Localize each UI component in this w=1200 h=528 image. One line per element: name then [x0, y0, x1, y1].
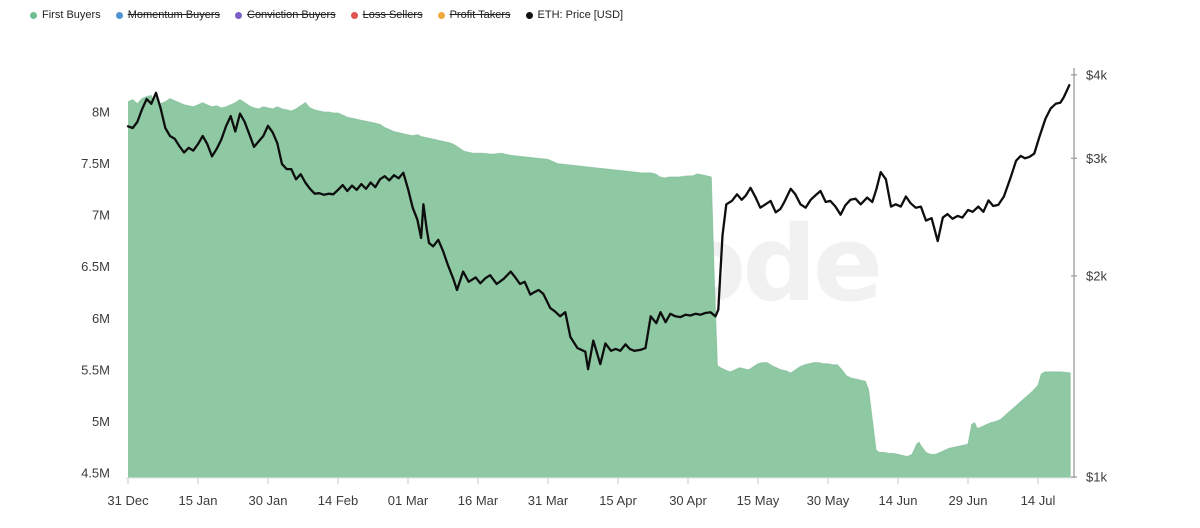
x-tick-label: 14 Feb: [318, 493, 358, 508]
x-tick-label: 15 Jan: [178, 493, 217, 508]
y-right-tick-label: $4k: [1086, 67, 1107, 82]
legend-dot-profit-takers: [437, 11, 445, 19]
legend-dot-eth-price-usd: [525, 11, 533, 19]
legend-item-profit-takers[interactable]: Profit Takers: [437, 8, 511, 22]
x-tick-label: 31 Mar: [528, 493, 569, 508]
legend-label: ETH: Price [USD]: [537, 9, 624, 21]
x-tick-label: 14 Jun: [878, 493, 917, 508]
y-left-tick-label: 7M: [92, 208, 110, 223]
legend-label: Momentum Buyers: [127, 9, 220, 21]
y-left-tick-label: 7.5M: [81, 156, 110, 171]
y-left-tick-label: 5M: [92, 414, 110, 429]
legend-item-conviction-buyers[interactable]: Conviction Buyers: [235, 8, 336, 22]
y-right-tick-label: $1k: [1086, 470, 1107, 485]
y-left-tick-label: 4.5M: [81, 466, 110, 481]
eth-price-line: [126, 84, 1071, 371]
legend-dot-first-buyers: [30, 11, 37, 19]
y-left-tick-label: 6M: [92, 311, 110, 326]
y-left-tick-label: 6.5M: [81, 259, 110, 274]
x-tick-label: 30 May: [807, 493, 850, 508]
legend-item-loss-sellers[interactable]: Loss Sellers: [350, 8, 423, 22]
legend-label: First Buyers: [42, 9, 101, 21]
x-tick-label: 01 Mar: [388, 493, 429, 508]
y-left-tick-label: 8M: [92, 105, 110, 120]
legend-item-first-buyers[interactable]: First Buyers: [30, 8, 101, 22]
legend-label: Profit Takers: [449, 9, 511, 21]
x-tick-label: 15 Apr: [599, 493, 637, 508]
first-buyers-area: [128, 95, 1071, 478]
x-tick-label: 14 Jul: [1021, 493, 1056, 508]
legend-item-eth-price-usd[interactable]: ETH: Price [USD]: [525, 8, 624, 22]
legend-label: Loss Sellers: [362, 9, 423, 21]
legend-dot-conviction-buyers: [235, 11, 242, 19]
legend-dot-loss-sellers: [350, 11, 358, 19]
legend: First Buyers Momentum Buyers Conviction Bu…: [30, 8, 623, 22]
y-right-tick-label: $2k: [1086, 268, 1107, 283]
x-tick-label: 31 Dec: [107, 493, 149, 508]
legend-dot-momentum-buyers: [115, 11, 123, 19]
x-tick-label: 30 Apr: [669, 493, 707, 508]
y-left-tick-label: 5.5M: [81, 362, 110, 377]
x-tick-label: 29 Jun: [948, 493, 987, 508]
x-tick-label: 16 Mar: [458, 493, 499, 508]
first-buyers-area-edge: [127, 94, 1071, 458]
x-tick-label: 30 Jan: [248, 493, 287, 508]
y-right-tick-label: $3k: [1086, 151, 1107, 166]
legend-label: Conviction Buyers: [247, 9, 336, 21]
legend-item-momentum-buyers[interactable]: Momentum Buyers: [115, 8, 220, 22]
x-tick-label: 15 May: [737, 493, 780, 508]
